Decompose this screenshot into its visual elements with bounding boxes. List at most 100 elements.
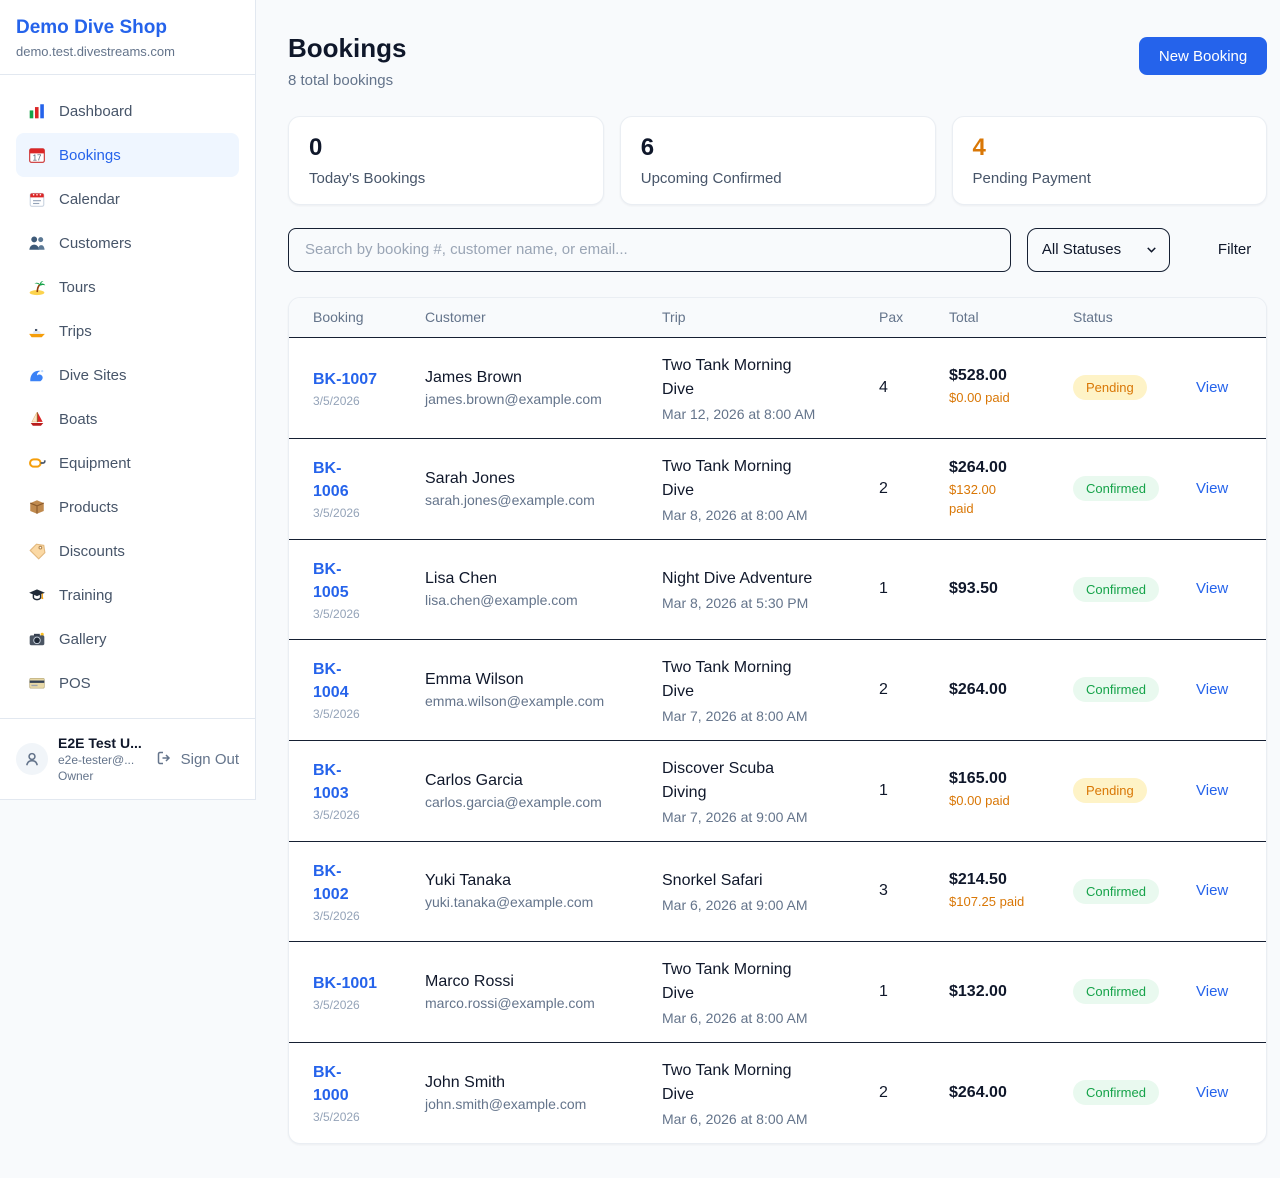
view-link[interactable]: View bbox=[1196, 982, 1229, 1000]
customer-name: Sarah Jones bbox=[425, 469, 515, 487]
view-link[interactable]: View bbox=[1196, 781, 1229, 799]
view-link[interactable]: View bbox=[1196, 882, 1229, 900]
customer-email: emma.wilson@example.com bbox=[425, 692, 605, 709]
grad-cap-icon bbox=[28, 586, 46, 604]
customer-cell: Emma Wilson emma.wilson@example.com bbox=[425, 671, 662, 709]
sidebar-item-gallery[interactable]: Gallery bbox=[16, 617, 239, 661]
trip-cell: Two Tank Morning Dive Mar 6, 2026 at 8:0… bbox=[662, 958, 879, 1026]
status-cell: Confirmed bbox=[1073, 1080, 1196, 1106]
sidebar-item-equipment[interactable]: Equipment bbox=[16, 441, 239, 485]
sidebar-item-products[interactable]: Products bbox=[16, 485, 239, 529]
brand-block: Demo Dive Shop demo.test.divestreams.com bbox=[0, 0, 255, 75]
search-input[interactable] bbox=[288, 227, 1011, 272]
view-link[interactable]: View bbox=[1196, 580, 1229, 598]
stat-value: 0 bbox=[309, 134, 323, 161]
status-badge: Pending bbox=[1073, 778, 1147, 804]
sidebar-item-pos[interactable]: POS bbox=[16, 661, 239, 705]
customer-cell: Lisa Chen lisa.chen@example.com bbox=[425, 570, 662, 608]
user-name: E2E Test U... bbox=[58, 735, 142, 751]
view-link[interactable]: View bbox=[1196, 680, 1229, 698]
view-link[interactable]: View bbox=[1196, 378, 1229, 396]
paid-amount: $0.00 paid bbox=[949, 793, 1010, 809]
shop-name: Demo Dive Shop bbox=[16, 17, 167, 38]
avatar bbox=[16, 743, 48, 775]
stat-label: Today's Bookings bbox=[309, 169, 426, 187]
table-row: BK-1001 3/5/2026 Marco Rossi marco.rossi… bbox=[289, 942, 1267, 1043]
stat-value: 4 bbox=[972, 134, 986, 161]
spiral-calendar-icon bbox=[28, 190, 46, 208]
sign-out-button[interactable]: Sign Out bbox=[156, 750, 239, 768]
sidebar-item-calendar[interactable]: Calendar bbox=[16, 177, 239, 221]
status-badge: Confirmed bbox=[1073, 979, 1159, 1005]
stat-label: Pending Payment bbox=[972, 169, 1091, 187]
view-cell: View bbox=[1196, 681, 1242, 699]
total-cell: $264.00 $132.00 paid bbox=[949, 459, 1073, 519]
pax-value: 1 bbox=[879, 580, 888, 598]
column-header-status: Status bbox=[1073, 309, 1113, 326]
booking-id-link[interactable]: BK- 1000 bbox=[313, 1064, 349, 1105]
booking-id-link[interactable]: BK-1007 bbox=[313, 370, 378, 388]
trip-name: Two Tank Morning Dive bbox=[662, 960, 792, 1002]
sidebar-item-customers[interactable]: Customers bbox=[16, 221, 239, 265]
filters-bar: All Statuses Filter bbox=[288, 227, 1267, 272]
table-row: BK- 1002 3/5/2026 Yuki Tanaka yuki.tanak… bbox=[289, 842, 1267, 942]
customer-email: carlos.garcia@example.com bbox=[425, 793, 602, 810]
sidebar-item-dive-sites[interactable]: Dive Sites bbox=[16, 353, 239, 397]
page-header-text: Bookings 8 total bookings bbox=[288, 33, 406, 89]
trip-name: Snorkel Safari bbox=[662, 872, 763, 890]
status-cell: Pending bbox=[1073, 375, 1196, 401]
table-body: BK-1007 3/5/2026 James Brown james.brown… bbox=[289, 338, 1267, 1143]
status-filter-select[interactable]: All Statuses bbox=[1026, 227, 1170, 272]
sidebar-item-label: Trips bbox=[59, 322, 92, 340]
customer-email: marco.rossi@example.com bbox=[425, 994, 595, 1011]
booking-id-link[interactable]: BK- 1005 bbox=[313, 560, 349, 601]
sidebar-item-label: Products bbox=[59, 498, 119, 516]
sidebar-item-label: Bookings bbox=[59, 146, 121, 164]
status-badge: Pending bbox=[1073, 375, 1147, 401]
sidebar-item-label: Calendar bbox=[59, 190, 120, 208]
booking-cell: BK- 1003 3/5/2026 bbox=[313, 759, 425, 822]
stat-card-today-s-bookings: 0 Today's Bookings bbox=[288, 116, 604, 205]
booking-id-link[interactable]: BK-1001 bbox=[313, 974, 378, 992]
view-link[interactable]: View bbox=[1196, 479, 1229, 497]
package-icon bbox=[28, 498, 46, 516]
user-section: E2E Test U... e2e-tester@... Owner Sign … bbox=[0, 718, 255, 799]
trip-cell: Night Dive Adventure Mar 8, 2026 at 5:30… bbox=[662, 567, 879, 611]
stat-card-upcoming-confirmed: 6 Upcoming Confirmed bbox=[619, 116, 936, 205]
customer-cell: Sarah Jones sarah.jones@example.com bbox=[425, 470, 662, 508]
sidebar-item-tours[interactable]: Tours bbox=[16, 265, 239, 309]
shop-domain: demo.test.divestreams.com bbox=[16, 44, 175, 59]
stat-label: Upcoming Confirmed bbox=[640, 169, 782, 187]
paid-amount: $0.00 paid bbox=[949, 390, 1010, 406]
trip-datetime: Mar 6, 2026 at 8:00 AM bbox=[662, 1110, 808, 1127]
booking-id-link[interactable]: BK- 1006 bbox=[313, 460, 349, 501]
customer-email: john.smith@example.com bbox=[425, 1095, 587, 1112]
total-amount: $528.00 bbox=[949, 367, 1007, 385]
stat-value: 6 bbox=[640, 134, 655, 161]
calendar-date-icon: 17 bbox=[28, 146, 46, 164]
sidebar-item-trips[interactable]: Trips bbox=[16, 309, 239, 353]
total-amount: $93.50 bbox=[949, 580, 998, 598]
booking-id-link[interactable]: BK- 1002 bbox=[313, 862, 349, 903]
view-link[interactable]: View bbox=[1196, 1083, 1229, 1101]
booking-id-link[interactable]: BK- 1003 bbox=[313, 762, 349, 803]
booking-date: 3/5/2026 bbox=[313, 707, 360, 722]
status-badge: Confirmed bbox=[1073, 878, 1159, 904]
sidebar-item-training[interactable]: Training bbox=[16, 573, 239, 617]
paid-amount: $107.25 paid bbox=[949, 893, 1025, 909]
sidebar-item-boats[interactable]: Boats bbox=[16, 397, 239, 441]
status-badge: Confirmed bbox=[1073, 576, 1159, 602]
new-booking-button[interactable]: New Booking bbox=[1138, 37, 1268, 75]
total-cell: $528.00 $0.00 paid bbox=[949, 367, 1073, 408]
trip-name: Night Dive Adventure bbox=[662, 570, 813, 588]
booking-id-link[interactable]: BK- 1004 bbox=[313, 661, 349, 702]
status-cell: Confirmed bbox=[1073, 979, 1196, 1005]
trip-cell: Discover Scuba Diving Mar 7, 2026 at 9:0… bbox=[662, 757, 879, 825]
sidebar-item-bookings[interactable]: 17 Bookings bbox=[16, 133, 239, 177]
filter-button[interactable]: Filter bbox=[1202, 241, 1267, 258]
sidebar-item-discounts[interactable]: Discounts bbox=[16, 529, 239, 573]
customer-name: Lisa Chen bbox=[425, 570, 498, 588]
sidebar-item-dashboard[interactable]: Dashboard bbox=[16, 89, 239, 133]
trip-datetime: Mar 6, 2026 at 8:00 AM bbox=[662, 1009, 808, 1026]
status-cell: Confirmed bbox=[1073, 677, 1196, 703]
